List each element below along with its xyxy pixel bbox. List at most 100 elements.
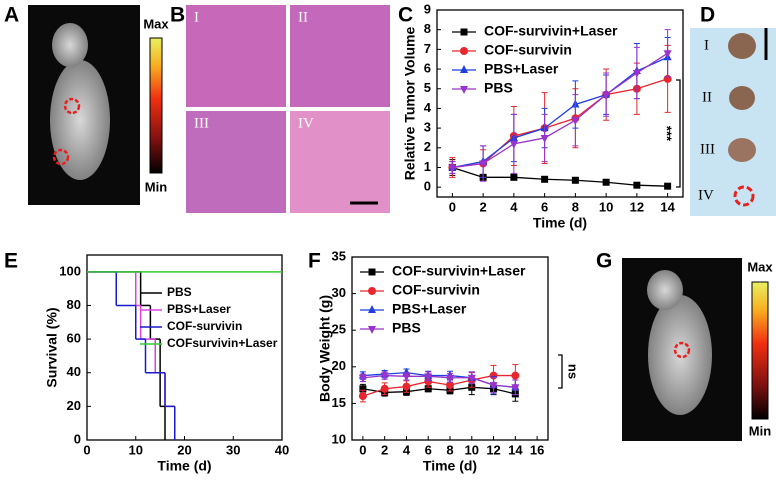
legend-marker	[460, 28, 468, 36]
legend-marker	[368, 287, 376, 295]
data-point	[446, 381, 454, 390]
y-tick-label: 100	[59, 263, 81, 278]
colorbar	[751, 281, 769, 420]
data-point	[510, 173, 518, 181]
y-tick-label: 1	[424, 159, 431, 174]
series-line	[362, 386, 516, 395]
data-point	[540, 134, 549, 143]
data-point	[633, 181, 641, 189]
panel-g: G Max Min	[596, 250, 773, 441]
y-axis-label: Body Weight (g)	[317, 295, 333, 402]
row-label: IV	[698, 187, 714, 203]
significance-bracket	[558, 354, 563, 389]
x-tick-label: 10	[465, 442, 479, 457]
tile-label: I	[194, 9, 199, 25]
panel-letter: G	[596, 250, 612, 273]
x-tick-label: 0	[359, 442, 366, 457]
x-tick-label: 14	[508, 442, 523, 457]
data-point	[664, 182, 672, 190]
mouse-body	[50, 60, 110, 180]
significance-label: ***	[660, 126, 675, 142]
y-tick-label: 40	[67, 364, 81, 379]
y-tick-label: 25	[332, 322, 346, 337]
y-tick-label: 60	[67, 331, 81, 346]
y-tick-label: 7	[424, 41, 431, 56]
x-tick-label: 30	[226, 442, 240, 457]
y-tick-label: 2	[424, 139, 431, 154]
data-point	[632, 69, 641, 78]
legend-label: COF-survivin+Laser	[484, 23, 618, 39]
panel-b: B I II III IV	[170, 4, 390, 213]
legend-marker	[368, 305, 376, 313]
row-label: I	[704, 37, 709, 53]
legend-marker	[368, 268, 376, 276]
data-point	[358, 392, 367, 401]
panel-letter: F	[308, 250, 321, 273]
histology-tile	[186, 111, 286, 213]
x-tick-label: 20	[177, 442, 191, 457]
data-point	[446, 374, 454, 383]
tile-label: III	[194, 115, 209, 131]
legend-label: PBS	[392, 320, 421, 336]
legend-label: PBS+Laser	[167, 302, 231, 316]
y-tick-label: 35	[332, 248, 346, 263]
x-tick-label: 0	[449, 199, 456, 214]
panel-letter: C	[398, 4, 413, 27]
tumor-photo	[728, 138, 756, 162]
data-point	[663, 50, 672, 59]
data-point	[511, 371, 520, 380]
mouse-body	[648, 295, 712, 415]
data-point	[380, 384, 389, 393]
x-tick-label: 10	[599, 199, 613, 214]
tile-label: IV	[298, 115, 314, 131]
panel-letter: A	[4, 4, 19, 27]
x-tick-label: 12	[486, 442, 500, 457]
colorbar-min: Min	[145, 179, 167, 194]
data-point	[489, 382, 498, 391]
colorbar-max: Max	[747, 259, 773, 274]
data-point	[602, 91, 611, 100]
significance-label: ns	[566, 364, 581, 379]
legend-label: PBS+Laser	[484, 61, 559, 77]
tumor-marker	[673, 341, 691, 359]
series-line	[452, 166, 668, 187]
y-tick-label: 0	[74, 431, 81, 446]
y-tick-label: 80	[67, 297, 81, 312]
data-point	[424, 377, 433, 386]
x-tick-label: 4	[403, 442, 411, 457]
x-tick-label: 0	[83, 442, 90, 457]
x-tick-label: 6	[541, 199, 548, 214]
series-line	[452, 78, 668, 169]
series-line	[452, 52, 668, 169]
panel-letter: E	[4, 250, 18, 273]
panel-letter: D	[700, 4, 715, 27]
x-tick-label: 8	[572, 199, 579, 214]
legend-label: PBS	[167, 285, 192, 299]
x-tick-label: 6	[425, 442, 432, 457]
legend-label: PBS	[484, 80, 513, 96]
y-tick-label: 20	[332, 358, 346, 373]
x-tick-label: 10	[129, 442, 143, 457]
y-tick-label: 6	[424, 60, 431, 75]
y-tick-label: 5	[424, 80, 431, 95]
x-tick-label: 16	[530, 442, 544, 457]
x-axis-label: Time (d)	[533, 215, 587, 231]
tumor-photo	[729, 86, 755, 110]
data-point	[571, 117, 580, 126]
data-point	[424, 373, 433, 382]
histology-tile	[290, 111, 390, 213]
y-tick-label: 9	[424, 1, 431, 16]
tumor-marker	[63, 97, 81, 115]
data-point	[448, 164, 457, 173]
colorbar-max: Max	[143, 16, 169, 31]
y-tick-label: 4	[424, 100, 432, 115]
mouse-head	[647, 270, 683, 310]
data-point	[380, 372, 389, 381]
legend-label: COF-survivin	[392, 282, 480, 298]
series-line	[362, 374, 516, 388]
y-tick-label: 15	[332, 395, 346, 410]
data-point	[541, 175, 549, 183]
legend-label: PBS+Laser	[392, 301, 467, 317]
x-tick-label: 2	[480, 199, 487, 214]
